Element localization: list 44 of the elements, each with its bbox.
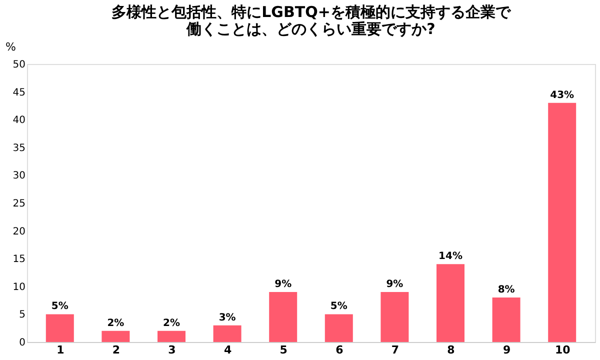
bar <box>213 325 242 342</box>
x-tick-label: 8 <box>447 344 455 356</box>
y-tick-label: 45 <box>12 87 26 98</box>
y-tick-label: 5 <box>19 310 26 321</box>
data-label: 9% <box>274 278 292 290</box>
y-tick-label: 15 <box>12 254 26 266</box>
text: 働くことは、どのくらい重要ですか? <box>186 20 436 38</box>
bar <box>548 102 576 342</box>
y-tick-label: 10 <box>12 282 26 293</box>
bar <box>102 330 130 342</box>
bar <box>269 292 298 342</box>
data-label: 3% <box>218 312 236 324</box>
x-tick-label: 2 <box>112 344 120 356</box>
x-tick-label: 5 <box>280 344 288 356</box>
bar <box>324 314 353 342</box>
data-label: 14% <box>438 251 462 262</box>
bar <box>46 314 74 342</box>
y-tick-label: 50 <box>12 60 26 70</box>
bar <box>380 292 409 342</box>
data-label: 9% <box>386 278 404 290</box>
x-tick-label: 7 <box>391 344 400 356</box>
bar <box>436 264 464 342</box>
x-tick-label: 9 <box>502 344 511 356</box>
y-tick-label: 30 <box>12 170 26 182</box>
y-tick-label: 35 <box>12 142 26 154</box>
data-label: 2% <box>163 318 180 329</box>
y-tick-label: 25 <box>12 198 26 210</box>
y-tick-label: 40 <box>12 115 26 126</box>
x-tick-label: 6 <box>336 344 344 356</box>
data-label: 2% <box>107 318 124 329</box>
y-axis-title: % <box>6 40 16 54</box>
x-tick-label: 1 <box>56 344 64 356</box>
bar <box>158 330 186 342</box>
data-label: 5% <box>330 301 348 312</box>
bar <box>492 298 520 342</box>
text: 多様性と包括性、特にLGBTQ+を積極的に支持する企業で <box>112 3 510 21</box>
x-tick-label: 4 <box>224 344 232 356</box>
x-tick-label: 3 <box>168 344 176 356</box>
data-label: 43% <box>550 90 574 101</box>
y-tick-label: 20 <box>12 226 26 238</box>
y-tick-label: 0 <box>19 338 26 348</box>
data-label: 8% <box>498 284 515 296</box>
x-tick-label: 10 <box>554 344 571 356</box>
data-label: 5% <box>51 301 68 312</box>
